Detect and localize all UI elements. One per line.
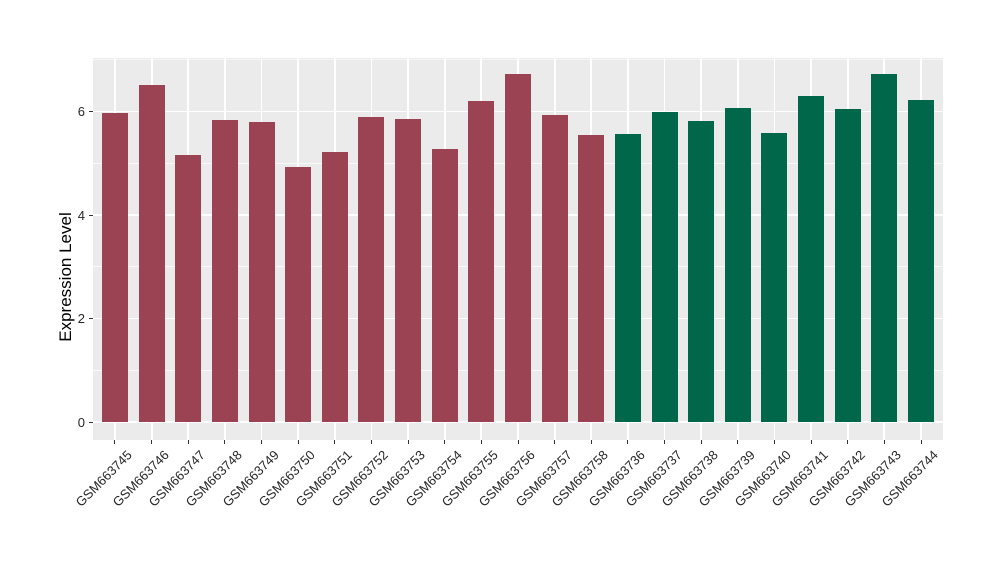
x-axis-tick <box>261 440 263 444</box>
x-axis-tick <box>920 440 922 444</box>
bar-GSM663741 <box>798 95 825 422</box>
bar-GSM663758 <box>578 134 605 422</box>
bar-GSM663747 <box>175 154 202 422</box>
x-axis-tick <box>664 440 666 444</box>
bar-GSM663752 <box>358 116 385 422</box>
bar-GSM663742 <box>834 108 861 422</box>
x-axis-tick <box>554 440 556 444</box>
bar-GSM663740 <box>761 133 788 422</box>
y-axis-tick <box>89 111 93 112</box>
x-axis-tick <box>517 440 519 444</box>
x-axis-tick <box>883 440 885 444</box>
bar-GSM663737 <box>651 111 678 422</box>
bar-GSM663744 <box>908 99 935 422</box>
bar-GSM663751 <box>321 151 348 422</box>
bar-GSM663736 <box>614 133 641 422</box>
bar-GSM663757 <box>541 115 568 422</box>
bar-GSM663738 <box>688 120 715 422</box>
plot-panel <box>93 58 943 440</box>
bar-GSM663743 <box>871 73 898 422</box>
x-axis-tick <box>187 440 189 444</box>
y-axis-tick-label: 6 <box>77 104 85 119</box>
y-axis-tick-label: 2 <box>77 311 85 326</box>
bar-GSM663755 <box>468 101 495 422</box>
x-axis-tick <box>334 440 336 444</box>
y-axis-tick <box>89 214 93 216</box>
x-axis-tick <box>847 440 849 444</box>
x-axis-tick <box>407 440 409 444</box>
bar-GSM663745 <box>101 113 128 422</box>
x-axis-tick <box>297 440 299 444</box>
bar-GSM663749 <box>248 122 275 422</box>
x-axis-tick <box>370 440 372 444</box>
y-axis-tick-label: 4 <box>77 207 85 223</box>
bar-GSM663739 <box>724 107 751 422</box>
bar-GSM663746 <box>138 84 165 422</box>
bar-GSM663756 <box>505 74 531 422</box>
x-axis-tick <box>810 440 812 444</box>
x-axis-tick <box>700 440 702 444</box>
bar-GSM663748 <box>211 119 238 422</box>
x-axis-tick <box>627 440 629 444</box>
x-axis-tick <box>444 440 446 444</box>
x-axis-tick <box>151 440 153 444</box>
x-axis-tick <box>773 440 775 444</box>
x-axis-tick <box>224 440 226 444</box>
x-axis-tick <box>737 440 739 444</box>
bar-GSM663753 <box>395 118 422 422</box>
y-axis-tick <box>89 318 93 319</box>
bar-GSM663754 <box>431 148 458 422</box>
y-axis-tick <box>89 421 93 423</box>
y-axis-tick-label: 0 <box>77 414 85 430</box>
bar-GSM663750 <box>285 167 312 422</box>
x-axis-tick <box>480 440 482 444</box>
x-axis-tick <box>114 440 116 444</box>
x-axis-tick <box>590 440 592 444</box>
